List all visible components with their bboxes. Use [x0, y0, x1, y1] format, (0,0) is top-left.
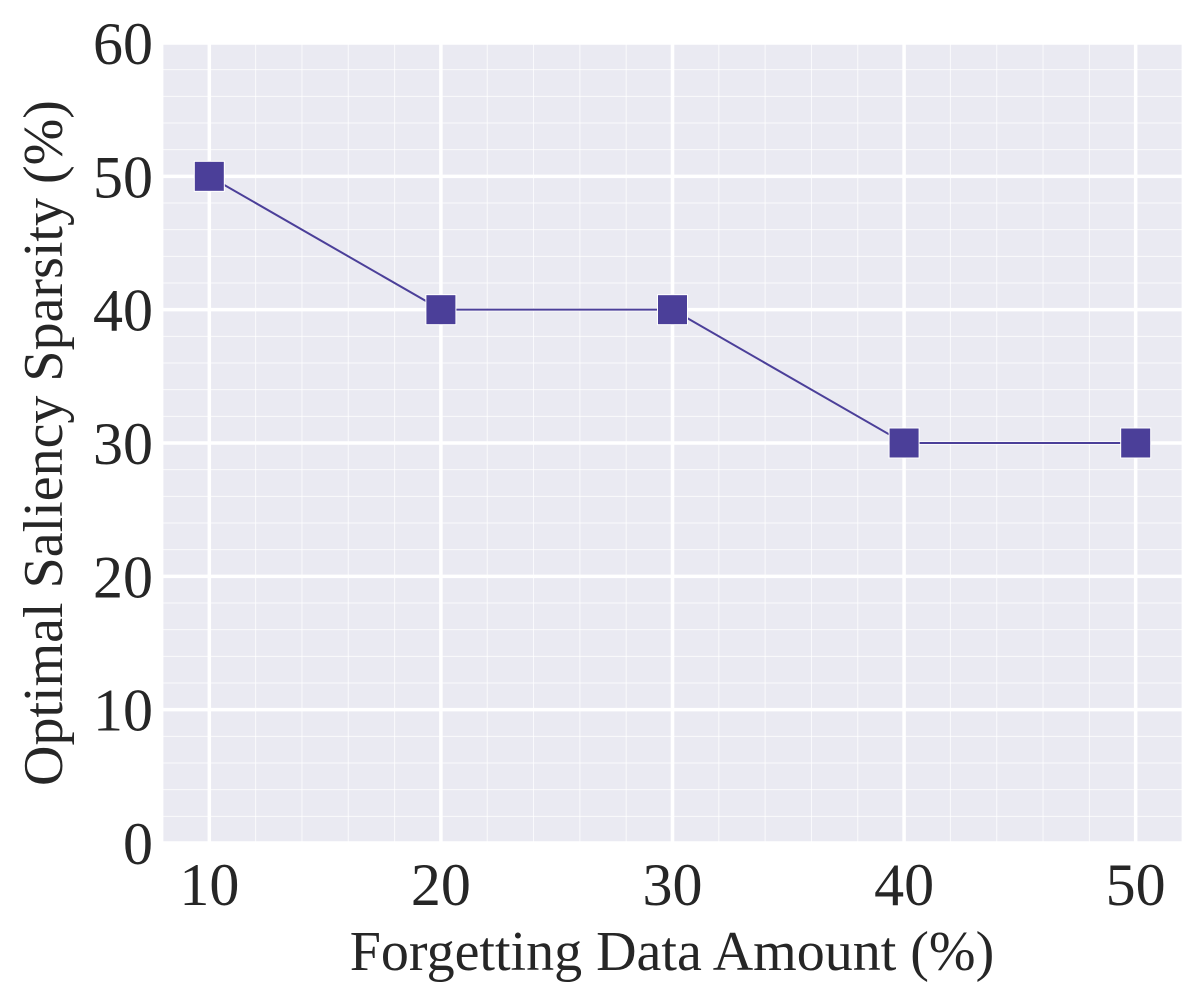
data-point-marker [657, 294, 688, 326]
series-layer [193, 160, 1152, 459]
y-tick-label: 10 [93, 678, 153, 744]
data-point-marker [425, 294, 457, 326]
data-point-marker [888, 427, 920, 459]
x-tick-label: 30 [643, 852, 703, 918]
y-axis-label: Optimal Saliency Sparsity (%) [13, 100, 75, 786]
y-tick-label: 50 [93, 144, 153, 210]
data-point-marker [1120, 427, 1152, 459]
x-tick-label: 10 [179, 852, 239, 918]
x-tick-label: 50 [1106, 852, 1166, 918]
x-tick-label: 20 [411, 852, 471, 918]
tick-labels: 10 20 30 40 50 0 10 20 30 40 50 60 [93, 11, 1166, 918]
y-tick-label: 30 [93, 411, 153, 477]
data-point-marker [193, 160, 225, 192]
y-tick-label: 60 [93, 11, 153, 77]
y-tick-label: 40 [93, 278, 153, 344]
y-tick-label: 0 [123, 811, 153, 877]
y-tick-label: 20 [93, 544, 153, 610]
x-axis-label: Forgetting Data Amount (%) [350, 921, 994, 983]
x-tick-label: 40 [874, 852, 934, 918]
